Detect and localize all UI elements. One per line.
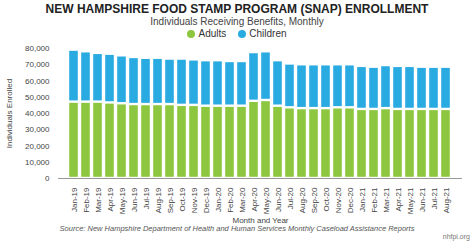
svg-text:40,000: 40,000 <box>25 109 50 118</box>
svg-text:Jul-21: Jul-21 <box>430 187 439 209</box>
svg-text:0: 0 <box>45 174 50 183</box>
svg-text:60,000: 60,000 <box>25 77 50 86</box>
svg-text:70,000: 70,000 <box>25 60 50 69</box>
svg-text:Oct-20: Oct-20 <box>322 187 331 212</box>
svg-text:Aug-19: Aug-19 <box>154 187 163 213</box>
html-text:nhfpi.org: nhfpi.org <box>442 233 470 240</box>
svg-text:Mar-20: Mar-20 <box>238 187 247 213</box>
svg-text:10,000: 10,000 <box>25 158 50 167</box>
html-text:Source: New Hampshire Departme: Source: New Hampshire Department of Heal… <box>59 224 415 233</box>
svg-text:Jun-19: Jun-19 <box>130 187 139 212</box>
svg-text:Feb-19: Feb-19 <box>82 187 91 213</box>
svg-text:50,000: 50,000 <box>25 93 50 102</box>
svg-text:May-20: May-20 <box>262 187 271 214</box>
svg-text:Month and Year: Month and Year <box>232 216 288 225</box>
svg-text:Jun-20: Jun-20 <box>274 187 283 212</box>
svg-text:Oct-19: Oct-19 <box>178 187 187 212</box>
svg-text:Dec-20: Dec-20 <box>346 187 355 213</box>
svg-text:Jun-21: Jun-21 <box>418 187 427 212</box>
svg-text:Mar-19: Mar-19 <box>94 187 103 213</box>
svg-text:Apr-20: Apr-20 <box>250 187 259 212</box>
html-text:NEW HAMPSHIRE FOOD STAMP PROGR: NEW HAMPSHIRE FOOD STAMP PROGRAM (SNAP) … <box>45 2 429 16</box>
svg-text:30,000: 30,000 <box>25 125 50 134</box>
svg-text:80,000: 80,000 <box>25 44 50 53</box>
svg-text:Mar-21: Mar-21 <box>382 187 391 213</box>
svg-text:Individuals Enrolled: Individuals Enrolled <box>5 79 14 148</box>
html-text:Children: Children <box>249 28 287 39</box>
svg-text:Jan-21: Jan-21 <box>358 187 367 212</box>
svg-text:Jul-20: Jul-20 <box>286 187 295 209</box>
svg-text:Jan-19: Jan-19 <box>70 187 79 212</box>
svg-text:Nov-20: Nov-20 <box>334 187 343 213</box>
svg-text:Sep-19: Sep-19 <box>166 187 175 213</box>
svg-text:Aug-21: Aug-21 <box>442 187 451 213</box>
svg-text:Feb-21: Feb-21 <box>370 187 379 213</box>
svg-text:May-21: May-21 <box>406 187 415 214</box>
svg-text:Jan-20: Jan-20 <box>214 187 223 212</box>
svg-text:Jul-19: Jul-19 <box>142 187 151 209</box>
svg-text:Apr-21: Apr-21 <box>394 187 403 212</box>
svg-text:Apr-19: Apr-19 <box>106 187 115 212</box>
html-text:Adults: Adults <box>198 28 227 39</box>
svg-text:Dec-19: Dec-19 <box>202 187 211 213</box>
html-text:Individuals Receiving Benefits: Individuals Receiving Benefits, Monthly <box>150 16 324 27</box>
svg-text:May-19: May-19 <box>118 187 127 214</box>
svg-text:Aug-20: Aug-20 <box>298 187 307 213</box>
svg-text:Feb-20: Feb-20 <box>226 187 235 213</box>
svg-text:Sep-20: Sep-20 <box>310 187 319 213</box>
svg-text:20,000: 20,000 <box>25 142 50 151</box>
svg-text:Nov-19: Nov-19 <box>190 187 199 213</box>
